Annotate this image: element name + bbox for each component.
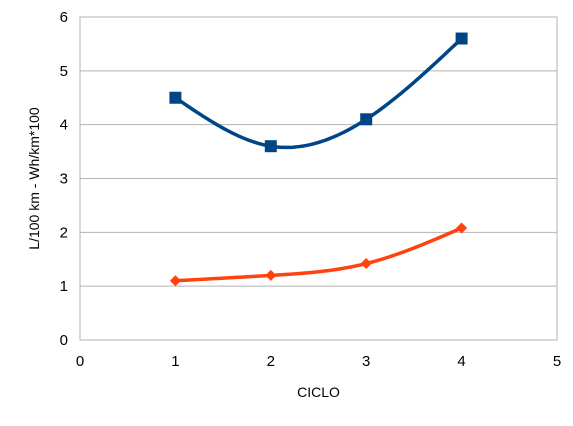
x-tick-label: 0 — [76, 353, 84, 370]
diamond-marker — [265, 269, 277, 281]
y-tick-label: 3 — [60, 171, 68, 188]
series-2 — [169, 222, 468, 287]
x-axis-title: CICLO — [297, 384, 340, 400]
x-tick-label: 3 — [362, 353, 370, 370]
x-tick-label: 1 — [171, 353, 179, 370]
series-1 — [169, 32, 468, 153]
square-marker — [264, 140, 277, 153]
diamond-marker — [169, 275, 181, 287]
x-tick-label: 4 — [457, 353, 465, 370]
square-marker — [360, 113, 373, 126]
square-marker — [169, 91, 182, 104]
y-tick-label: 2 — [60, 224, 68, 241]
series-line — [173, 226, 464, 283]
y-tick-label: 0 — [60, 332, 68, 349]
series — [169, 32, 468, 287]
tick-labels: 0 1 2 3 4 5 6 0 1 2 3 4 5 — [60, 9, 562, 370]
y-tick-label: 4 — [60, 117, 68, 134]
y-tick-label: 1 — [60, 278, 68, 295]
x-tick-label: 2 — [267, 353, 275, 370]
x-tick-label: 5 — [553, 353, 561, 370]
plot-area-border — [79, 16, 558, 341]
grid — [80, 16, 557, 341]
diamond-marker — [456, 222, 468, 234]
series-line — [173, 36, 464, 150]
square-marker — [455, 32, 468, 45]
y-tick-label: 5 — [60, 63, 68, 80]
y-tick-label: 6 — [60, 9, 68, 26]
diamond-marker — [360, 258, 372, 270]
y-axis-title: L/100 km - Wh/km*100 — [26, 107, 42, 250]
